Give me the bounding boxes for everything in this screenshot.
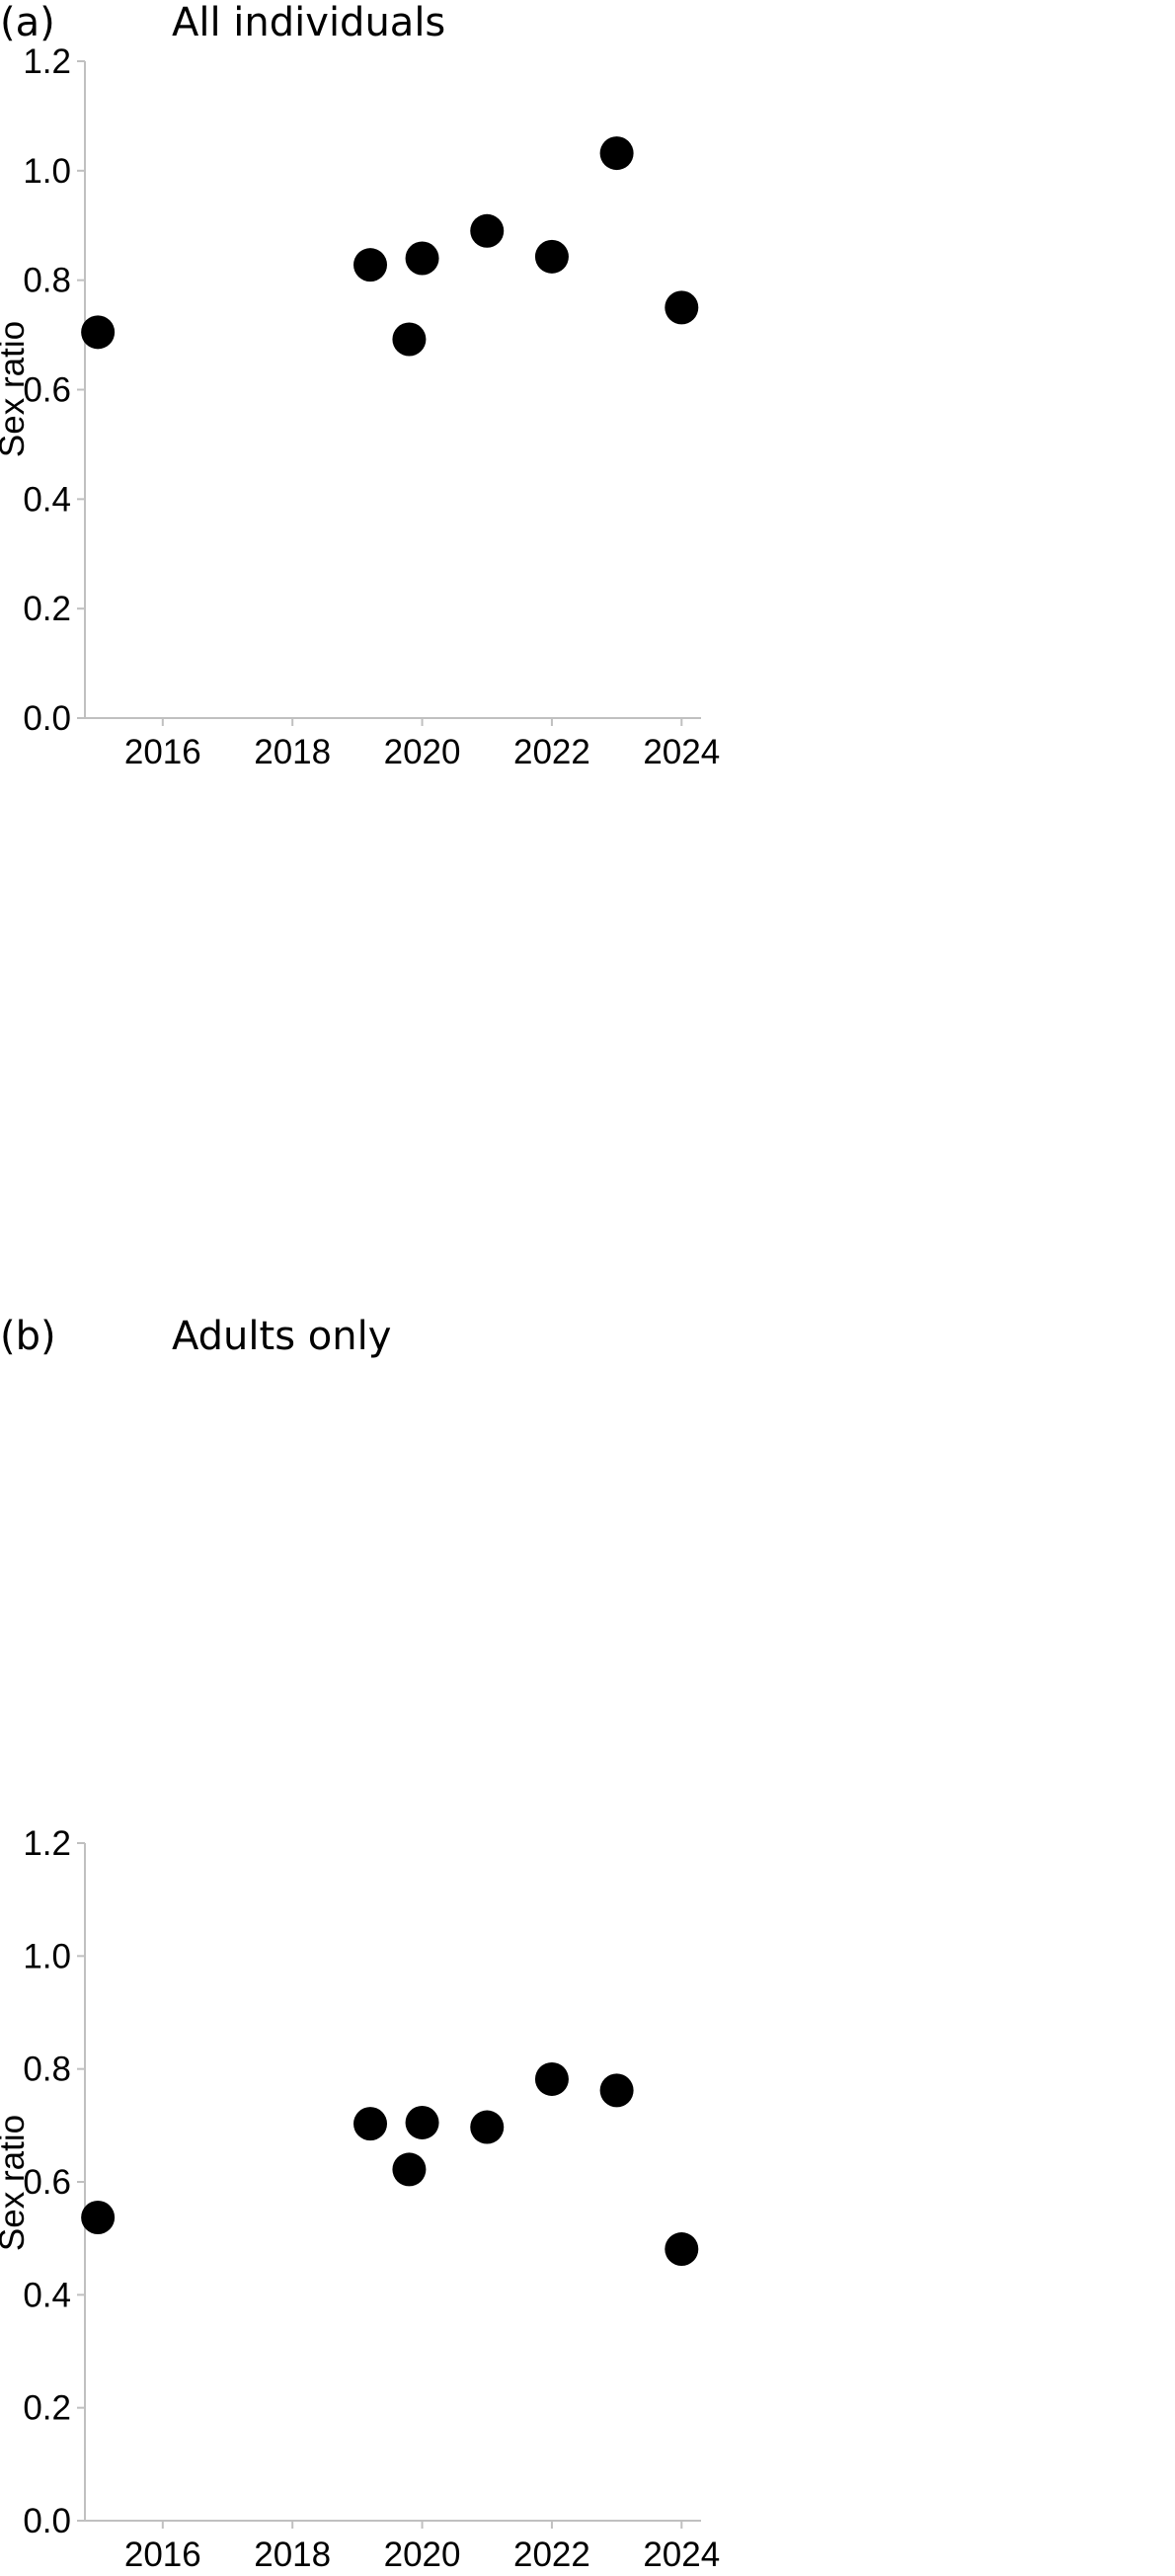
x-tick-label: 2018 <box>254 2536 331 2574</box>
y-tick-label: 0.0 <box>23 2502 71 2540</box>
y-tick-label: 0.0 <box>23 699 71 738</box>
y-tick-label: 0.8 <box>23 262 71 300</box>
x-tick-label: 2020 <box>384 733 461 771</box>
panel-label-b: (b) <box>0 1314 56 1359</box>
y-tick-label: 1.2 <box>23 1824 71 1863</box>
data-point <box>353 2107 388 2141</box>
data-point <box>81 315 116 350</box>
x-tick-label: 2024 <box>643 2536 720 2574</box>
x-tick-label: 2018 <box>254 733 331 771</box>
x-tick-label: 2022 <box>513 2536 590 2574</box>
data-point <box>665 290 699 325</box>
data-point <box>665 2232 699 2267</box>
y-tick-label: 0.6 <box>23 371 71 410</box>
x-tick-label: 2016 <box>124 2536 201 2574</box>
y-tick-label: 0.4 <box>23 2276 71 2314</box>
y-tick-label: 1.0 <box>23 152 71 191</box>
data-point <box>405 2105 439 2139</box>
y-tick-label: 1.2 <box>23 42 71 81</box>
data-point <box>599 2073 634 2108</box>
panel-label-a: (a) <box>0 0 55 45</box>
y-tick-label: 1.0 <box>23 1937 71 1975</box>
panel-title-a: All individuals <box>172 0 446 45</box>
data-point <box>392 322 427 357</box>
y-tick-label: 0.8 <box>23 2051 71 2089</box>
y-axis-label: Sex ratio <box>0 2115 32 2251</box>
y-tick-label: 0.4 <box>23 480 71 519</box>
data-point <box>470 2110 505 2144</box>
y-tick-label: 0.6 <box>23 2163 71 2202</box>
data-point <box>392 2152 427 2187</box>
data-point <box>599 136 634 171</box>
x-tick-label: 2024 <box>643 733 720 771</box>
data-point <box>405 241 439 276</box>
y-tick-label: 0.2 <box>23 2389 71 2428</box>
data-point <box>534 239 569 274</box>
x-tick-label: 2020 <box>384 2536 461 2574</box>
x-tick-label: 2022 <box>513 733 590 771</box>
y-axis-label: Sex ratio <box>0 321 32 457</box>
data-point <box>534 2061 569 2096</box>
data-point <box>81 2201 116 2235</box>
data-point <box>470 213 505 248</box>
panel-title-b: Adults only <box>172 1314 392 1359</box>
x-tick-label: 2016 <box>124 733 201 771</box>
data-point <box>353 248 388 282</box>
y-tick-label: 0.2 <box>23 590 71 628</box>
